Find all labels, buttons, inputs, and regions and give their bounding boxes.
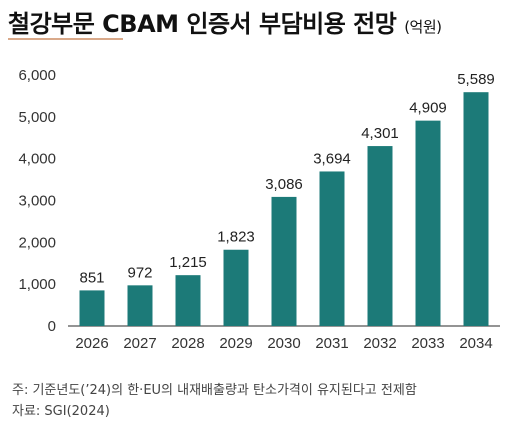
y-tick-label: 6,000 bbox=[18, 67, 56, 84]
bar-value-label: 4,909 bbox=[409, 100, 447, 117]
bar bbox=[127, 285, 153, 326]
bar-value-label: 3,086 bbox=[265, 176, 303, 193]
bar-value-label: 4,301 bbox=[361, 125, 399, 142]
bar bbox=[367, 146, 393, 326]
bar bbox=[415, 120, 441, 326]
bar-value-label: 1,215 bbox=[169, 254, 207, 271]
chart-title-main: 철강부문 CBAM 인증서 부담비용 전망 bbox=[8, 10, 397, 38]
bar-value-label: 851 bbox=[79, 269, 104, 286]
bar-value-label: 1,823 bbox=[217, 229, 255, 246]
bar-value-label: 5,589 bbox=[457, 71, 495, 88]
chart-source: 자료: SGI(2024) bbox=[12, 404, 110, 419]
y-tick-label: 0 bbox=[48, 318, 56, 335]
y-tick-label: 3,000 bbox=[18, 193, 56, 210]
bar bbox=[271, 196, 297, 326]
bar-value-label: 972 bbox=[127, 264, 152, 281]
bar bbox=[319, 171, 345, 326]
x-tick-label: 2033 bbox=[411, 335, 444, 352]
y-tick-label: 4,000 bbox=[18, 151, 56, 168]
x-tick-label: 2026 bbox=[75, 335, 108, 352]
x-tick-label: 2034 bbox=[459, 335, 492, 352]
title-underline bbox=[8, 38, 123, 40]
bar bbox=[223, 249, 249, 326]
x-tick-label: 2027 bbox=[123, 335, 156, 352]
bar bbox=[175, 275, 201, 326]
x-tick-label: 2031 bbox=[315, 335, 348, 352]
chart-title: 철강부문 CBAM 인증서 부담비용 전망 (억원) bbox=[8, 4, 442, 39]
y-tick-label: 1,000 bbox=[18, 276, 56, 293]
x-tick-label: 2028 bbox=[171, 335, 204, 352]
chart-footnote: 주: 기준년도(’24)의 한·EU의 내재배출량과 탄소가격이 유지된다고 전… bbox=[12, 383, 417, 398]
x-tick-label: 2032 bbox=[363, 335, 396, 352]
y-tick-label: 2,000 bbox=[18, 234, 56, 251]
x-tick-label: 2030 bbox=[267, 335, 300, 352]
bar bbox=[463, 92, 489, 326]
x-tick-label: 2029 bbox=[219, 335, 252, 352]
y-tick-label: 5,000 bbox=[18, 109, 56, 126]
chart-unit: (억원) bbox=[404, 18, 442, 36]
bar-value-label: 3,694 bbox=[313, 150, 351, 167]
bar bbox=[79, 290, 105, 326]
